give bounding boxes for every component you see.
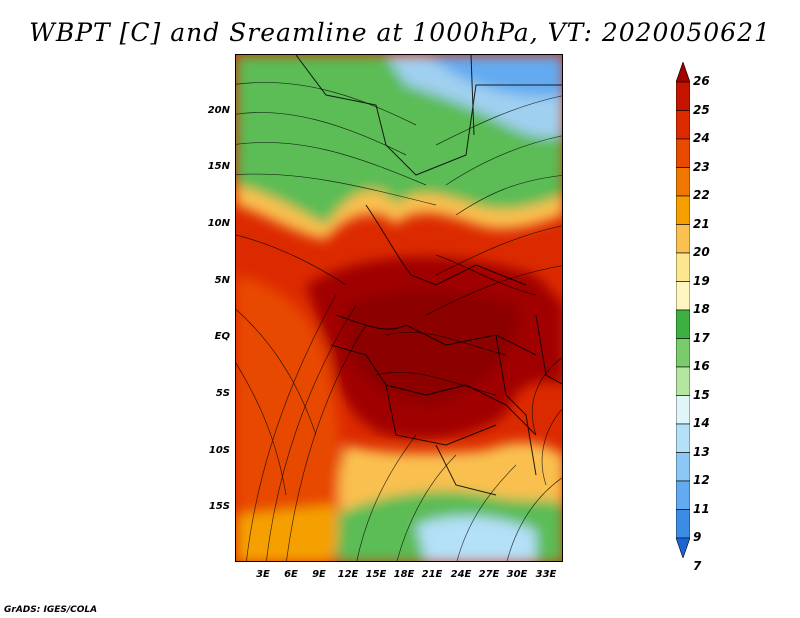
colorbar-segment: [675, 281, 691, 311]
credit-text: GrADS: IGES/COLA: [4, 605, 98, 615]
colorbar-segment: [675, 167, 691, 197]
colorbar-segment: [675, 423, 691, 453]
colorbar-label: 23: [693, 159, 710, 174]
lon-label: 27E: [478, 569, 500, 580]
colorbar-segment: [675, 509, 691, 539]
colorbar-segment: [675, 366, 691, 396]
colorbar-segment: [675, 61, 691, 83]
lon-label: 21E: [421, 569, 443, 580]
colorbar-label: 20: [693, 245, 710, 259]
lon-label: 3E: [256, 569, 270, 580]
chart-title: WBPT [C] and Sreamline at 1000hPa, VT: 2…: [29, 18, 771, 47]
colorbar-label: 24: [693, 131, 710, 145]
lat-label: 5N: [214, 275, 230, 286]
lon-label: 18E: [393, 569, 415, 580]
colorbar-segment: [675, 338, 691, 368]
colorbar-segments: [675, 61, 691, 559]
colorbar-segment: [675, 537, 691, 559]
lon-label: 9E: [312, 569, 326, 580]
lat-label: 15S: [208, 501, 230, 512]
colorbar-label: 16: [693, 359, 710, 373]
colorbar-label: 17: [693, 330, 710, 345]
colorbar-label: 18: [693, 302, 710, 316]
colorbar-label: 22: [693, 188, 710, 202]
colorbar-segment: [675, 224, 691, 254]
colorbar-segment: [675, 252, 691, 282]
colorbar-label: 19: [693, 273, 710, 288]
colorbar-label: 11: [693, 501, 710, 516]
colorbar-label: 25: [693, 102, 710, 117]
lat-label: 20N: [207, 105, 230, 116]
lat-label: 15N: [207, 161, 230, 172]
colorbar-segment: [675, 195, 691, 225]
colorbar-label: 14: [693, 416, 710, 430]
lon-label: 24E: [450, 569, 472, 580]
colorbar-segment: [675, 138, 691, 168]
colorbar-segment: [675, 110, 691, 140]
lon-label: 15E: [365, 569, 387, 580]
colorbar-segment: [675, 395, 691, 425]
wbpt-field: [236, 55, 562, 561]
colorbar-label: 7: [693, 558, 702, 573]
colorbar-label: 9: [693, 530, 702, 544]
colorbar-label: 15: [693, 387, 710, 402]
colorbar-segment: [675, 309, 691, 339]
lon-label: 6E: [284, 569, 298, 580]
lon-label: 33E: [535, 569, 557, 580]
map-panel: [235, 54, 563, 562]
colorbar-segment: [675, 480, 691, 510]
colorbar-label: 26: [693, 74, 710, 88]
colorbar-label: 13: [693, 444, 710, 459]
colorbar: [675, 61, 691, 562]
colorbar-label: 21: [693, 216, 710, 231]
lat-label: 10N: [207, 218, 230, 229]
lon-label: 30E: [506, 569, 528, 580]
lat-label: 5S: [215, 388, 230, 399]
lat-label: 10S: [208, 445, 230, 456]
colorbar-segment: [675, 81, 691, 111]
colorbar-segment: [675, 452, 691, 482]
colorbar-label: 12: [693, 473, 710, 487]
lat-label: EQ: [214, 331, 230, 342]
lon-label: 12E: [337, 569, 359, 580]
